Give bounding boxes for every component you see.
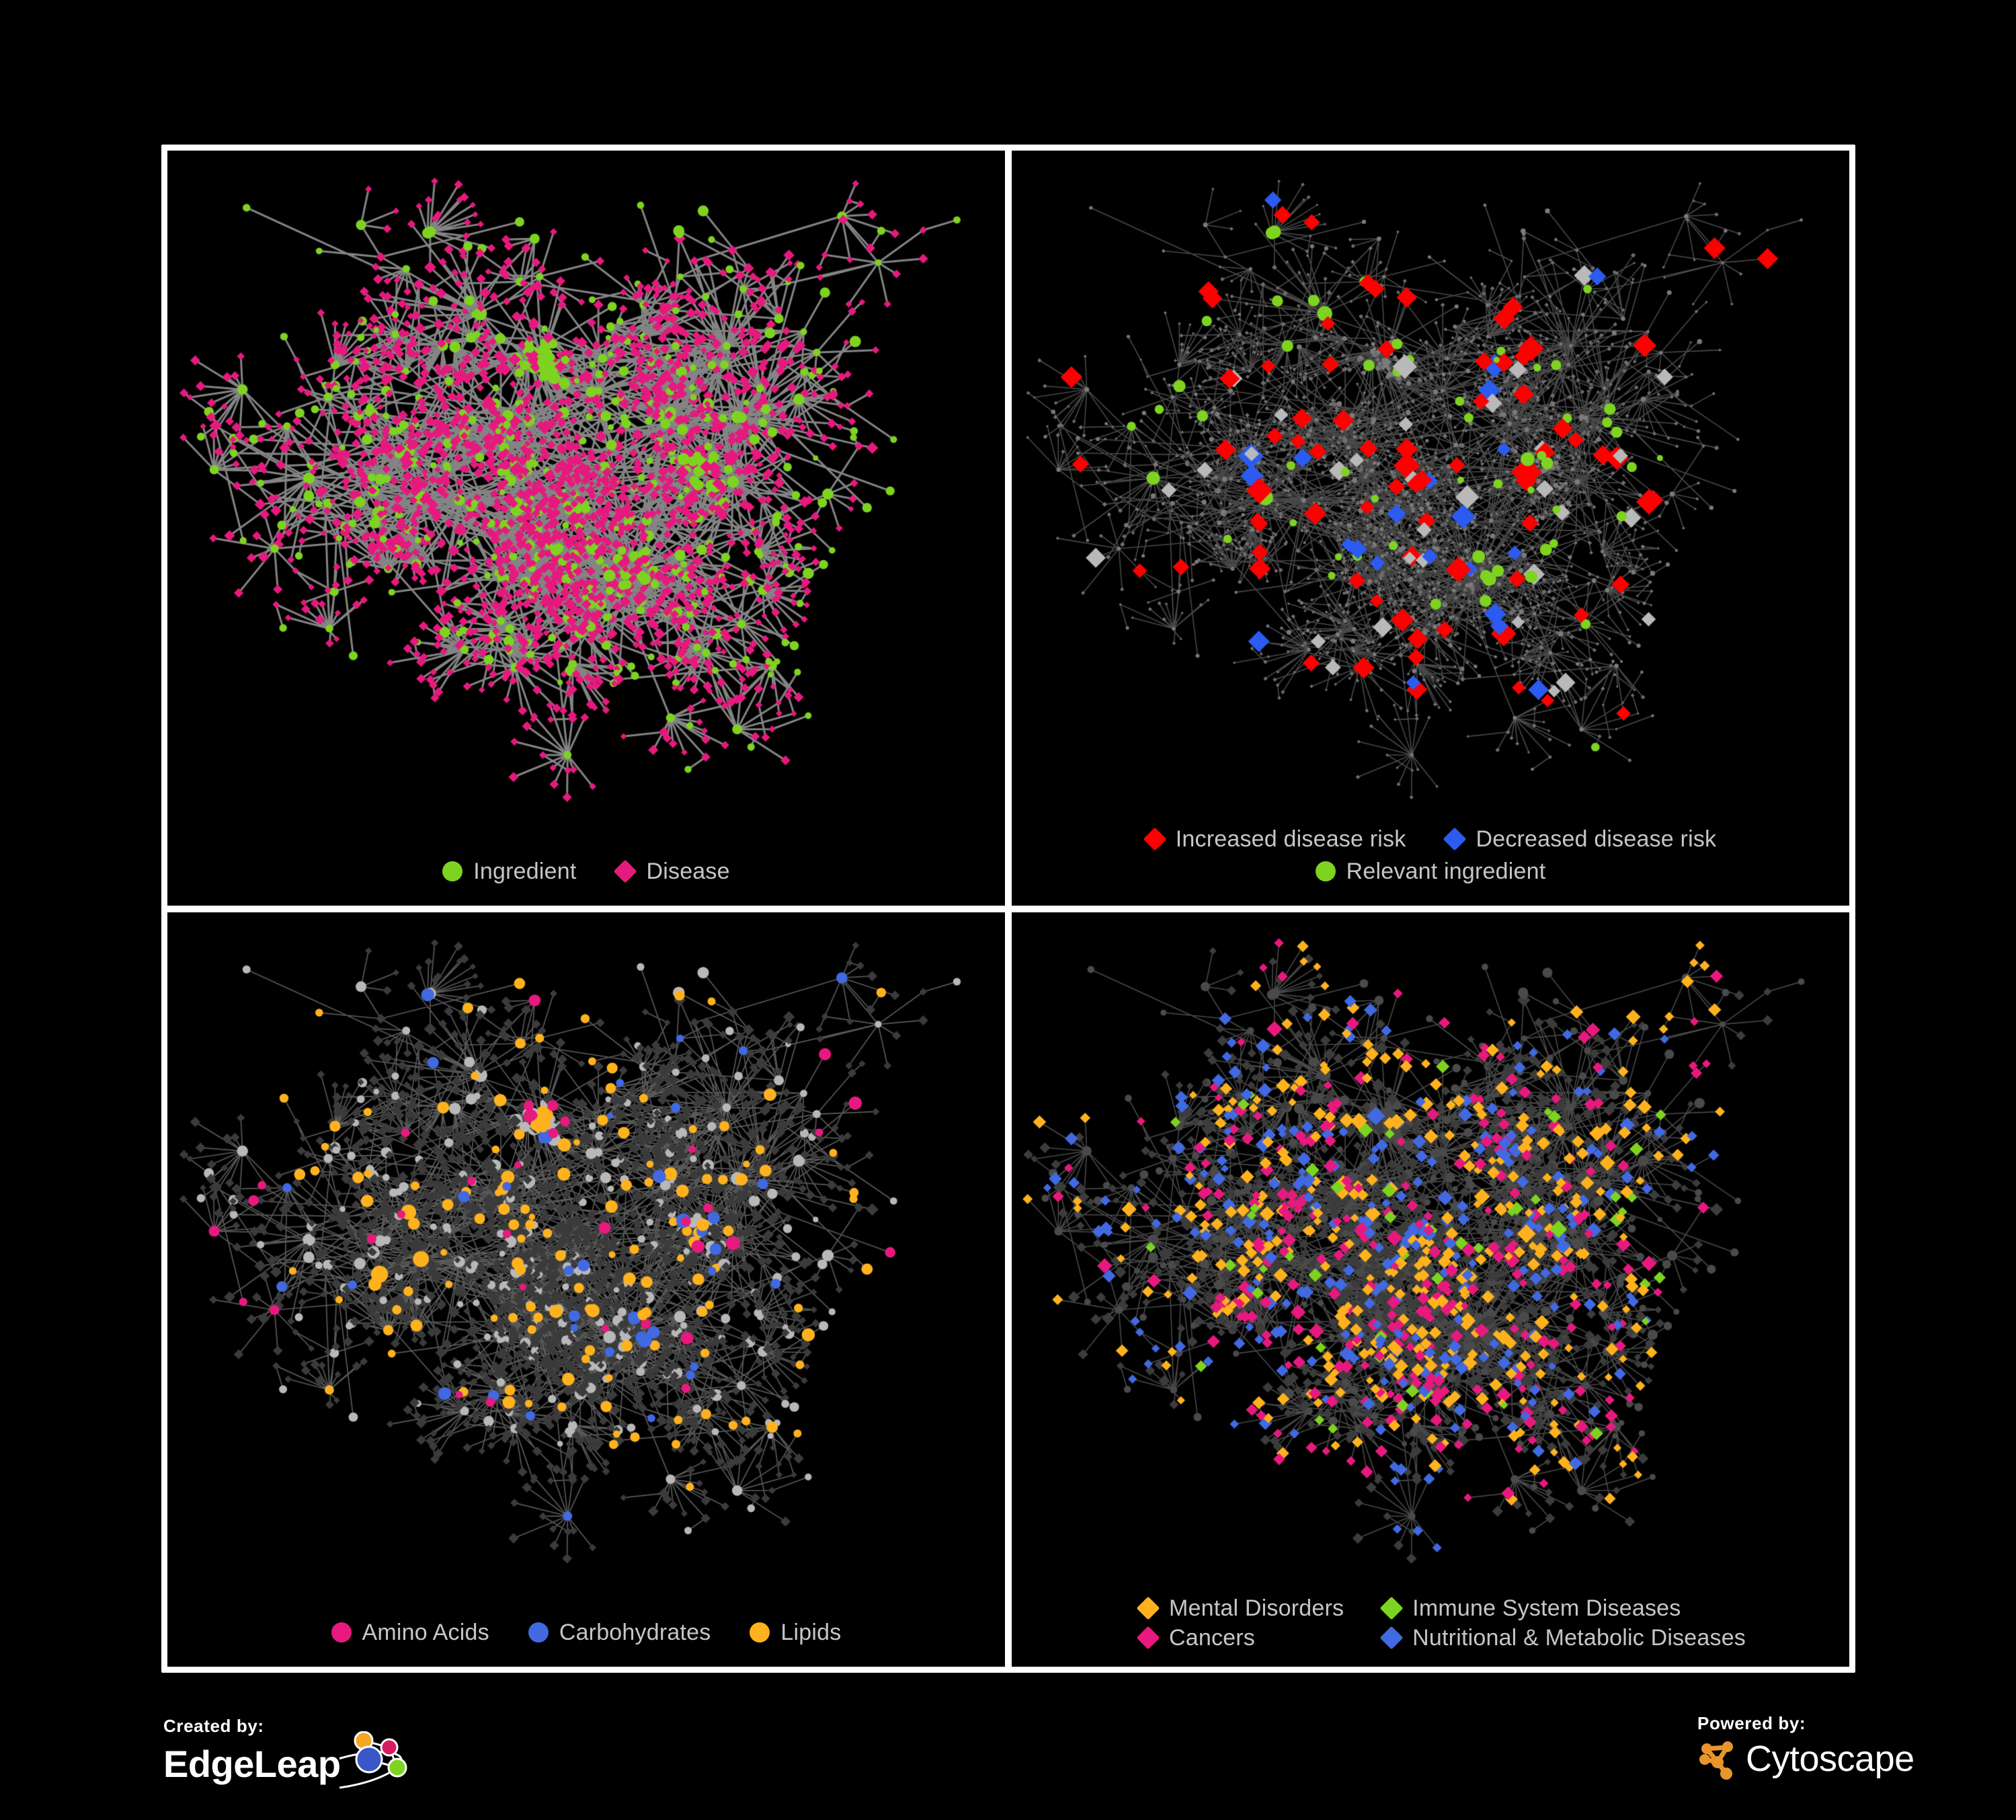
legend-label-carbohydrates: Carbohydrates [559, 1620, 711, 1645]
mental-disorders-diamond-icon [1136, 1596, 1160, 1620]
figure-frame: Ingredient Disease Increased disease ris… [161, 145, 1855, 1673]
powered-by-branding: Powered by: Cytoscape [1697, 1713, 1914, 1781]
legend-item-ingredient[interactable]: Ingredient [442, 860, 576, 883]
legend-label-mental-disorders: Mental Disorders [1168, 1595, 1344, 1621]
cytoscape-logo[interactable]: Cytoscape [1697, 1737, 1914, 1781]
legend-label-nutritional-metabolic-diseases: Nutritional & Metabolic Diseases [1412, 1625, 1746, 1651]
legend-item-immune-system-diseases[interactable]: Immune System Diseases [1379, 1595, 1746, 1621]
network-canvas-disease-risk [1012, 151, 1849, 906]
carbohydrates-circle-icon [528, 1622, 549, 1643]
legend-label-disease: Disease [646, 858, 730, 884]
network-canvas-ingredient-disease [167, 151, 1005, 906]
lipids-circle-icon [750, 1622, 770, 1643]
panel-ingredient-classes[interactable]: Amino Acids Carbohydrates Lipids [167, 912, 1005, 1667]
legend-item-increased-risk[interactable]: Increased disease risk [1143, 826, 1406, 852]
legend-item-disease[interactable]: Disease [614, 858, 730, 884]
network-canvas-disease-classes [1012, 912, 1849, 1667]
legend-label-cancers: Cancers [1168, 1625, 1255, 1651]
legend-item-cancers[interactable]: Cancers [1136, 1625, 1344, 1651]
legend-label-ingredient: Ingredient [473, 858, 577, 884]
legend-label-relevant-ingredient: Relevant ingredient [1346, 858, 1546, 884]
panel-disease-classes[interactable]: Mental Disorders Immune System Diseases … [1012, 912, 1849, 1667]
legend-item-lipids[interactable]: Lipids [750, 1621, 841, 1644]
created-by-kicker: Created by: [163, 1716, 264, 1736]
legend-item-carbohydrates[interactable]: Carbohydrates [528, 1621, 711, 1644]
cancers-diamond-icon [1136, 1626, 1160, 1650]
legend-label-increased-risk: Increased disease risk [1175, 826, 1406, 852]
cytoscape-graph-icon [1699, 1741, 1733, 1780]
increased-risk-diamond-icon [1143, 827, 1167, 850]
legend-item-amino-acids[interactable]: Amino Acids [331, 1621, 489, 1644]
decreased-risk-diamond-icon [1443, 827, 1467, 850]
legend-item-relevant-ingredient[interactable]: Relevant ingredient [1315, 858, 1546, 884]
legend-label-immune-system-diseases: Immune System Diseases [1412, 1595, 1681, 1621]
panel-ingredient-disease[interactable]: Ingredient Disease [167, 151, 1005, 906]
created-by-branding: Created by: EdgeLeap [163, 1716, 420, 1789]
disease-diamond-icon [614, 859, 637, 883]
network-canvas-ingredient-classes [167, 912, 1005, 1667]
legend-item-mental-disorders[interactable]: Mental Disorders [1136, 1595, 1344, 1621]
legend-item-decreased-risk[interactable]: Decreased disease risk [1443, 826, 1717, 852]
edgeleap-logo[interactable]: EdgeLeap [163, 1731, 420, 1789]
legend-label-lipids: Lipids [780, 1620, 842, 1645]
nutritional-metabolic-diseases-diamond-icon [1379, 1626, 1404, 1650]
legend-disease-classes: Mental Disorders Immune System Diseases … [1012, 1595, 1849, 1651]
legend-label-amino-acids: Amino Acids [362, 1620, 489, 1645]
edgeleap-wordmark: EdgeLeap [163, 1743, 341, 1785]
legend-disease-risk: Increased disease risk Decreased disease… [1012, 826, 1849, 884]
legend-ingredient-classes: Amino Acids Carbohydrates Lipids [167, 1621, 1005, 1644]
legend-item-nutritional-metabolic-diseases[interactable]: Nutritional & Metabolic Diseases [1379, 1625, 1746, 1651]
amino-acids-circle-icon [331, 1622, 352, 1643]
cytoscape-wordmark: Cytoscape [1746, 1739, 1914, 1779]
relevant-ingredient-circle-icon [1315, 861, 1336, 881]
legend-ingredient-disease: Ingredient Disease [167, 858, 1005, 884]
edgeleap-graph-icon [339, 1731, 407, 1789]
legend-label-decreased-risk: Decreased disease risk [1476, 826, 1717, 852]
powered-by-kicker: Powered by: [1697, 1713, 1806, 1733]
immune-system-diseases-diamond-icon [1379, 1596, 1404, 1620]
panel-disease-risk[interactable]: Increased disease risk Decreased disease… [1012, 151, 1849, 906]
ingredient-circle-icon [442, 861, 463, 881]
